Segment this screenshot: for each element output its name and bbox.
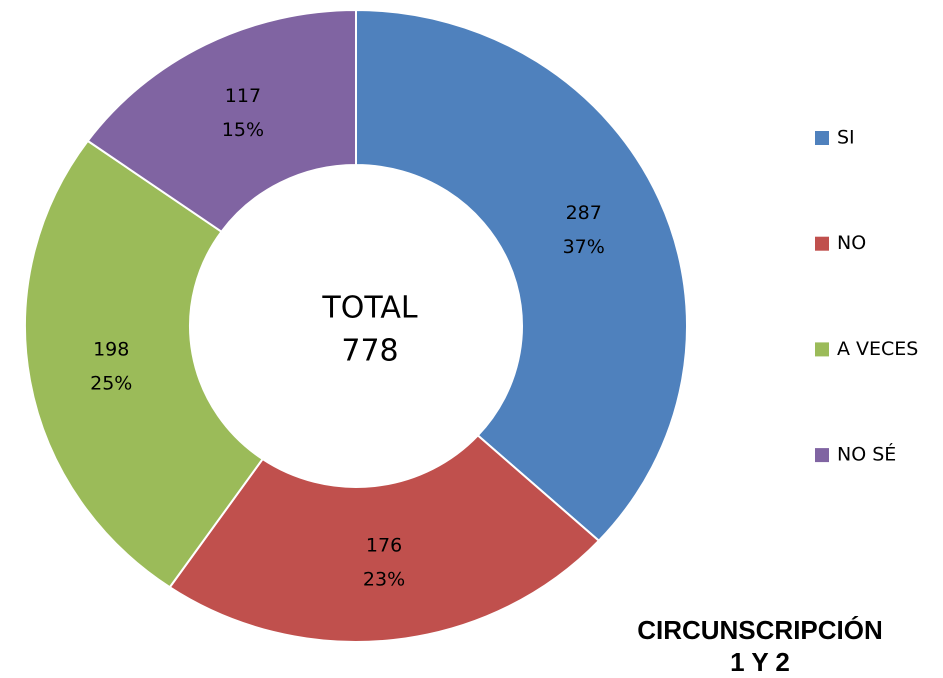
donut-slice (355, 8, 688, 543)
center-total: 778 (341, 334, 398, 369)
percent-label: 23% (363, 568, 405, 590)
value-label: 176 (366, 534, 402, 556)
chart-title: 1 Y 2 (730, 647, 790, 677)
donut-slice (24, 139, 265, 589)
percent-label: 25% (90, 373, 132, 395)
legend-label: NO (837, 232, 866, 254)
legend-label: NO SÉ (837, 443, 896, 466)
chart-title: CIRCUNSCRIPCIÓN (637, 615, 883, 645)
value-label: 117 (225, 85, 261, 107)
donut-slice (86, 8, 357, 234)
legend-swatch (815, 131, 829, 145)
legend-swatch (815, 236, 829, 251)
legend-swatch (815, 448, 829, 463)
percent-label: 37% (563, 236, 605, 258)
donut-slice (168, 434, 601, 643)
legend-label: A VECES (837, 338, 918, 360)
value-label: 287 (566, 202, 602, 224)
percent-label: 15% (222, 119, 264, 141)
center-label: TOTAL (321, 291, 417, 326)
value-label: 198 (93, 339, 129, 361)
legend-swatch (815, 342, 829, 357)
legend-label: SI (837, 127, 855, 149)
